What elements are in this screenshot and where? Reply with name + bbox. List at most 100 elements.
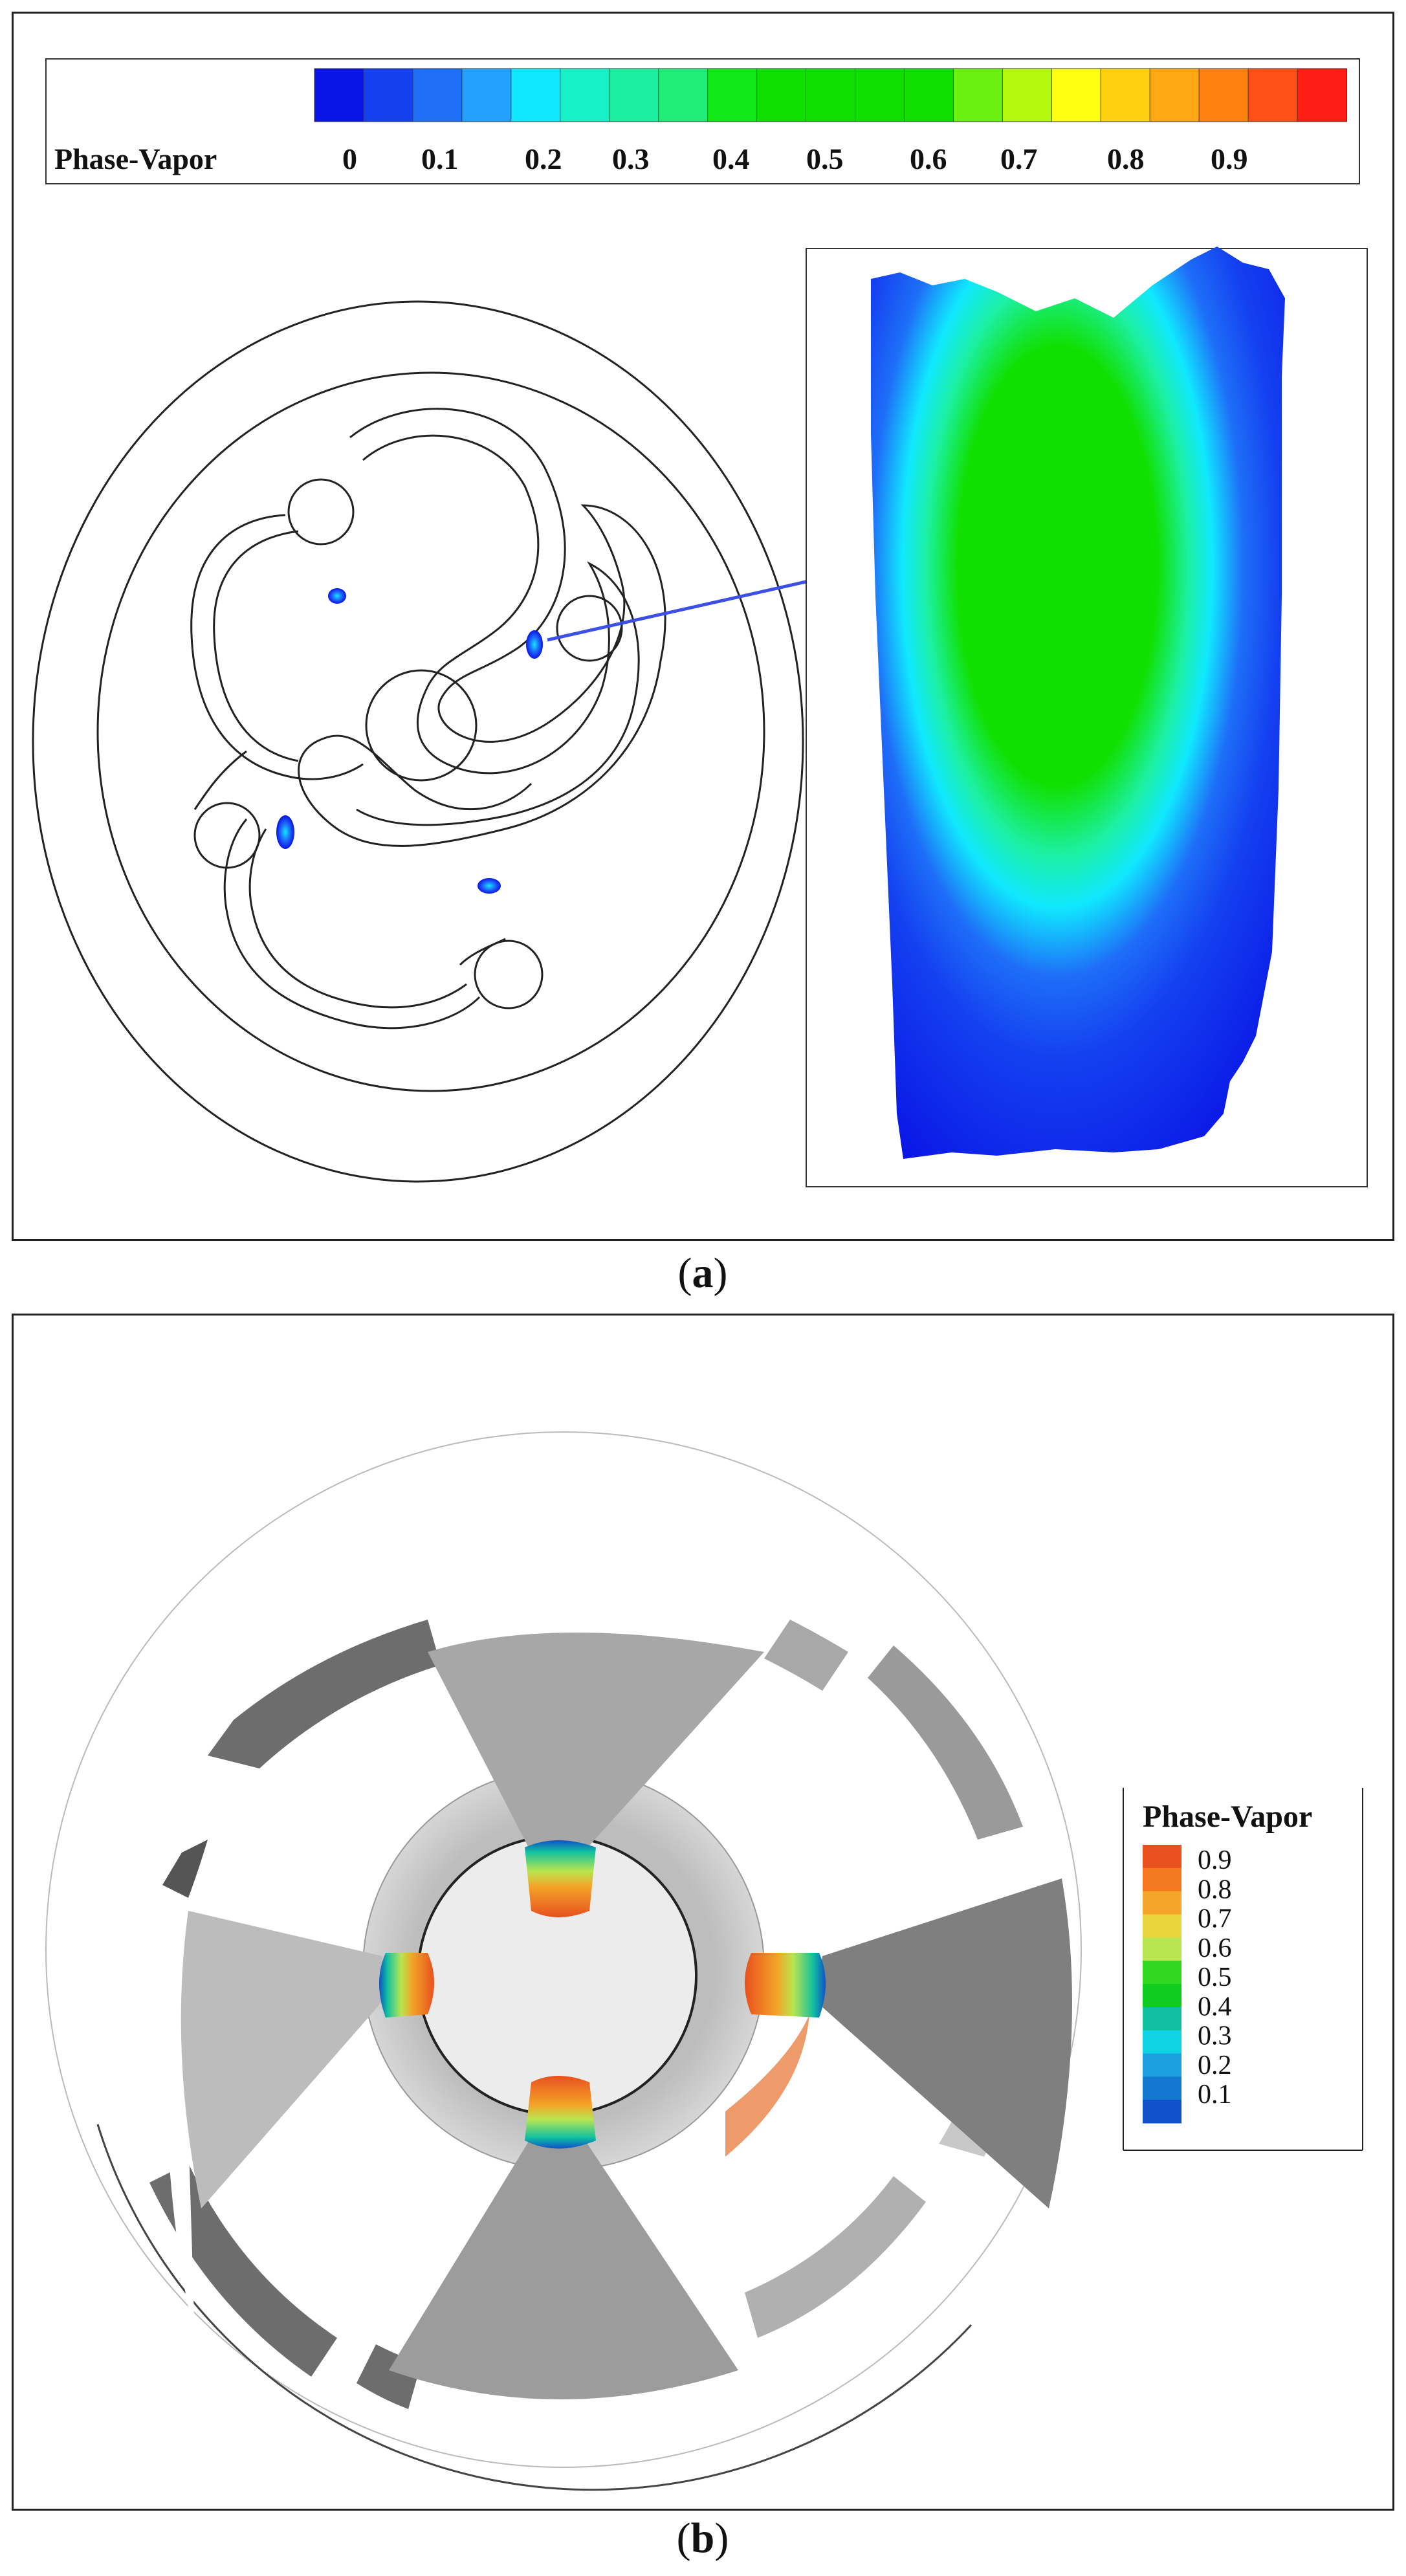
cavitation-regions bbox=[379, 1840, 826, 2157]
legend-a-swatch bbox=[952, 68, 1004, 122]
cavitation-zoom-region bbox=[871, 247, 1285, 1159]
cavitation-streak bbox=[725, 2014, 809, 2157]
caption-b-letter: b bbox=[690, 2515, 715, 2562]
legend-b-tick-label: 0.9 bbox=[1198, 1845, 1232, 1875]
legend-b-swatch bbox=[1143, 2053, 1181, 2077]
legend-a-swatch bbox=[707, 68, 758, 122]
zoom-inset bbox=[806, 247, 1368, 1187]
cavitation-spot-3 bbox=[276, 815, 294, 849]
legend-b-tick-label: 0.2 bbox=[1198, 2051, 1232, 2080]
cavitation-bottom bbox=[525, 2076, 596, 2149]
panel-b-figure: Phase-Vapor 0.90.80.70.60.50.40.30.20.1 bbox=[45, 1431, 1363, 2491]
port-top bbox=[287, 478, 355, 545]
legend-b-swatch bbox=[1143, 1891, 1181, 1915]
cavitation-top bbox=[525, 1840, 596, 1917]
legend-a-swatch bbox=[461, 68, 512, 122]
legend-a-swatch bbox=[756, 68, 807, 122]
legend-b-swatch bbox=[1143, 2076, 1181, 2100]
legend-a-swatch bbox=[854, 68, 905, 122]
caption-b: (b) bbox=[676, 2515, 729, 2562]
vane-bottom bbox=[389, 2137, 738, 2399]
vane-top bbox=[428, 1633, 764, 1853]
legend-b: Phase-Vapor 0.90.80.70.60.50.40.30.20.1 bbox=[1123, 1788, 1363, 2151]
legend-a-tick-label: 0.3 bbox=[612, 142, 650, 175]
legend-a-swatch bbox=[806, 68, 856, 122]
legend-b-tick-label: 0.5 bbox=[1198, 1963, 1232, 1992]
legend-a-swatch bbox=[1247, 68, 1299, 122]
center-hub bbox=[365, 669, 478, 782]
rotor-inner-outline bbox=[356, 434, 640, 826]
sector-vanes bbox=[169, 1633, 1072, 2399]
legend-a-tick-label: 0 bbox=[342, 142, 357, 175]
legend-b-swatch bbox=[1143, 1961, 1181, 1985]
legend-a-tick-label: 0.9 bbox=[1211, 142, 1248, 175]
caption-a-letter: a bbox=[692, 1249, 714, 1297]
panel-b: Phase-Vapor 0.9 0.8 0.7 0.6 0.5 0.4 0.3 0.2 0.1 bbox=[12, 1314, 1394, 2511]
pump-3d-view bbox=[45, 1431, 1082, 2491]
pump-schematic bbox=[32, 300, 804, 1183]
lobe-left-inner bbox=[213, 530, 299, 762]
lobe-bottom-inner bbox=[248, 828, 467, 1009]
outer-casing bbox=[32, 300, 804, 1183]
legend-a-swatch bbox=[1100, 68, 1151, 122]
cavitation-spot-2 bbox=[526, 630, 543, 659]
legend-a-tick-label: 0.1 bbox=[421, 142, 459, 175]
legend-a-tick-label: 0.2 bbox=[525, 142, 562, 175]
legend-b-swatch bbox=[1143, 1937, 1181, 1961]
legend-b-tick-label: 0.7 bbox=[1198, 1904, 1232, 1934]
legend-a-tick-labels: 0 0.1 0.2 0.3 0.4 0.5 0.6 0.7 0.8 0.9 bbox=[342, 142, 1248, 175]
legend-a-swatch bbox=[609, 68, 659, 122]
legend-a-title: Phase-Vapor bbox=[54, 142, 217, 175]
inner-casing bbox=[96, 371, 765, 1092]
port-bottom bbox=[474, 940, 544, 1009]
legend-a-tick-label: 0.6 bbox=[910, 142, 947, 175]
legend-b-swatch bbox=[1143, 1914, 1181, 1938]
legend-a-tick-label: 0.5 bbox=[806, 142, 844, 175]
rotor-outline bbox=[298, 408, 666, 847]
legend-b-swatch bbox=[1143, 1845, 1181, 1869]
legend-a-swatch bbox=[1002, 68, 1053, 122]
panel-a: Phase-Vapor 0 0.1 0.2 0.3 0.4 0.5 0.6 0.7 0.8 0.9 bbox=[12, 12, 1394, 1241]
legend-b-swatch bbox=[1143, 2007, 1181, 2031]
legend-a: Phase-Vapor 0 0.1 0.2 0.3 0.4 0.5 0.6 0.7 0.8 0.9 bbox=[45, 58, 1360, 184]
legend-b-swatch bbox=[1143, 2030, 1181, 2054]
legend-b-tick-label: 0.4 bbox=[1198, 1992, 1232, 2021]
legend-b-swatch bbox=[1143, 1867, 1181, 1892]
legend-a-colorbar bbox=[314, 68, 1347, 122]
legend-b-colorbar bbox=[1143, 1845, 1181, 2124]
cavitation-spots bbox=[276, 588, 543, 894]
legend-b-swatch bbox=[1143, 2100, 1181, 2124]
outer-boundary-edge bbox=[96, 2124, 972, 2491]
vane-right bbox=[816, 1878, 1072, 2208]
legend-a-swatch bbox=[903, 68, 954, 122]
legend-b-tick-label: 0.1 bbox=[1198, 2080, 1232, 2109]
legend-a-swatch bbox=[511, 68, 561, 122]
legend-a-swatch bbox=[363, 68, 413, 122]
legend-a-swatch bbox=[658, 68, 708, 122]
legend-a-swatch bbox=[1149, 68, 1200, 122]
port-left bbox=[193, 802, 261, 869]
legend-b-tick-label: 0.3 bbox=[1198, 2021, 1232, 2051]
cavitation-spot-1 bbox=[328, 588, 346, 604]
lobe-left bbox=[190, 514, 364, 780]
legend-a-swatch bbox=[560, 68, 610, 122]
legend-b-title: Phase-Vapor bbox=[1143, 1800, 1312, 1834]
legend-a-swatch bbox=[1198, 68, 1249, 122]
lobe-bottom bbox=[223, 819, 481, 1029]
legend-b-tick-labels: 0.90.80.70.60.50.40.30.20.1 bbox=[1198, 1845, 1232, 2109]
legend-a-swatch bbox=[412, 68, 463, 122]
lobe-link-left bbox=[193, 750, 247, 810]
outer-boundary bbox=[45, 1431, 1082, 2468]
legend-a-tick-label: 0.7 bbox=[1000, 142, 1038, 175]
legend-a-swatch bbox=[1051, 68, 1102, 122]
cavitation-left bbox=[379, 1953, 434, 2018]
legend-a-swatch bbox=[1297, 68, 1347, 122]
panel-a-figure: Phase-Vapor 0 0.1 0.2 0.3 0.4 0.5 0.6 0.7 0.8 0.9 bbox=[32, 58, 1368, 1187]
legend-b-swatch bbox=[1143, 1984, 1181, 2008]
cavitation-spot-4 bbox=[478, 878, 501, 894]
legend-b-tick-label: 0.6 bbox=[1198, 1933, 1232, 1963]
caption-a: (a) bbox=[677, 1249, 728, 1297]
cavitation-right bbox=[745, 1953, 826, 2018]
vane-left bbox=[181, 1911, 382, 2208]
legend-a-tick-label: 0.8 bbox=[1107, 142, 1145, 175]
